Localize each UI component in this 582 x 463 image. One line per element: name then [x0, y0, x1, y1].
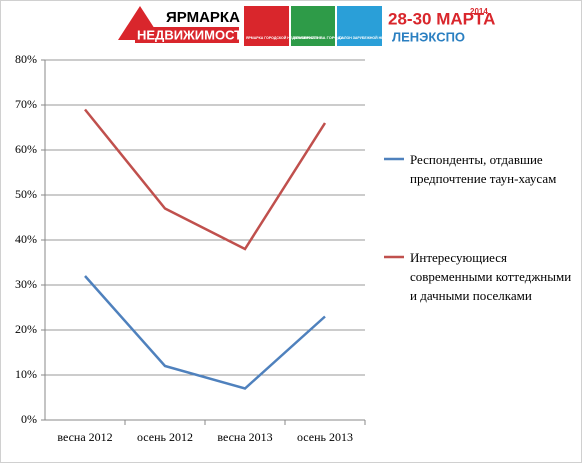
venue: ЛЕНЭКСПО: [392, 29, 465, 44]
series-line: [84, 108, 327, 251]
legend-label: Респонденты, отдавшие предпочтение таун-…: [410, 152, 557, 186]
logo-top: ЯРМАРКА: [166, 9, 240, 26]
box-2: [291, 6, 335, 46]
y-tick-label: 30%: [15, 277, 37, 291]
logo-bottom: НЕДВИЖИМОСТИ: [137, 27, 251, 42]
year: 2014: [470, 7, 488, 16]
dates: 28-30 МАРТА: [388, 9, 495, 28]
box-label: ЯРМАРКА ГОРОДСКОЙ НЕДВИЖИМОСТИ: [246, 36, 319, 40]
y-tick-label: 10%: [15, 367, 37, 381]
logo-band: [135, 27, 239, 43]
y-tick-label: 70%: [15, 97, 37, 111]
y-tick-label: 80%: [15, 52, 37, 66]
x-tick-label: весна 2012: [57, 430, 112, 444]
y-tick-label: 0%: [21, 412, 37, 426]
series-line: [84, 275, 326, 390]
box-label: АЛЬТЕРНАТИВА ГОРОДУ: [293, 35, 343, 40]
header-banner: ЯРМАРКА НЕДВИЖИМОСТИ ЯРМАРКА ГОРОДСКОЙ Н…: [118, 6, 495, 46]
legend-label: Интересующиеся современными коттеджными …: [410, 250, 572, 303]
x-tick-label: осень 2013: [297, 430, 353, 444]
y-tick-label: 60%: [15, 142, 37, 156]
box-label: САЛОН ЗАРУБЕЖНОЙ НЕДВИЖИМОСТИ: [339, 36, 410, 40]
x-tick-label: осень 2012: [137, 430, 193, 444]
y-tick-label: 50%: [15, 187, 37, 201]
x-tick-label: весна 2013: [217, 430, 272, 444]
y-tick-label: 20%: [15, 322, 37, 336]
box-3: [337, 6, 382, 46]
box-1: [244, 6, 289, 46]
y-tick-label: 40%: [15, 232, 37, 246]
